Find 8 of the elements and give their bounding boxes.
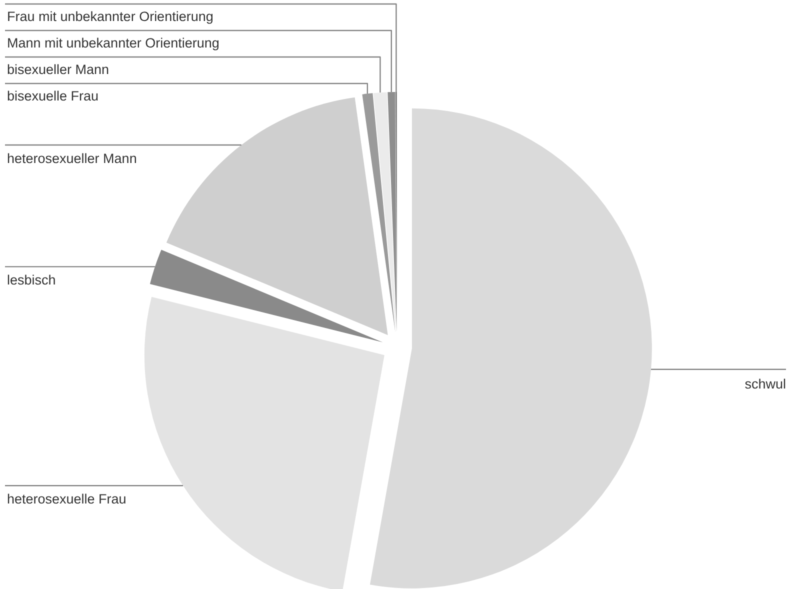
slice-label: lesbisch [7, 272, 56, 288]
slice-label: Mann mit unbekannter Orientierung [7, 36, 220, 50]
slice-label: heterosexuelle Frau [7, 492, 126, 507]
slice-label: bisexuelle Frau [7, 88, 99, 104]
slice-label: bisexueller Mann [7, 62, 110, 77]
slice-label: heterosexueller Mann [7, 151, 137, 166]
slice-label: schwul [744, 376, 786, 392]
slice-label: Frau mit unbekannter Orientierung [7, 9, 214, 24]
